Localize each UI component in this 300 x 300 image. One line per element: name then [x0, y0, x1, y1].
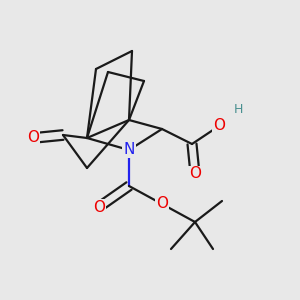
- Text: O: O: [93, 200, 105, 214]
- Text: N: N: [123, 142, 135, 158]
- Text: O: O: [27, 130, 39, 146]
- Text: O: O: [156, 196, 168, 211]
- Text: H: H: [234, 103, 243, 116]
- Text: O: O: [213, 118, 225, 134]
- Text: O: O: [189, 167, 201, 182]
